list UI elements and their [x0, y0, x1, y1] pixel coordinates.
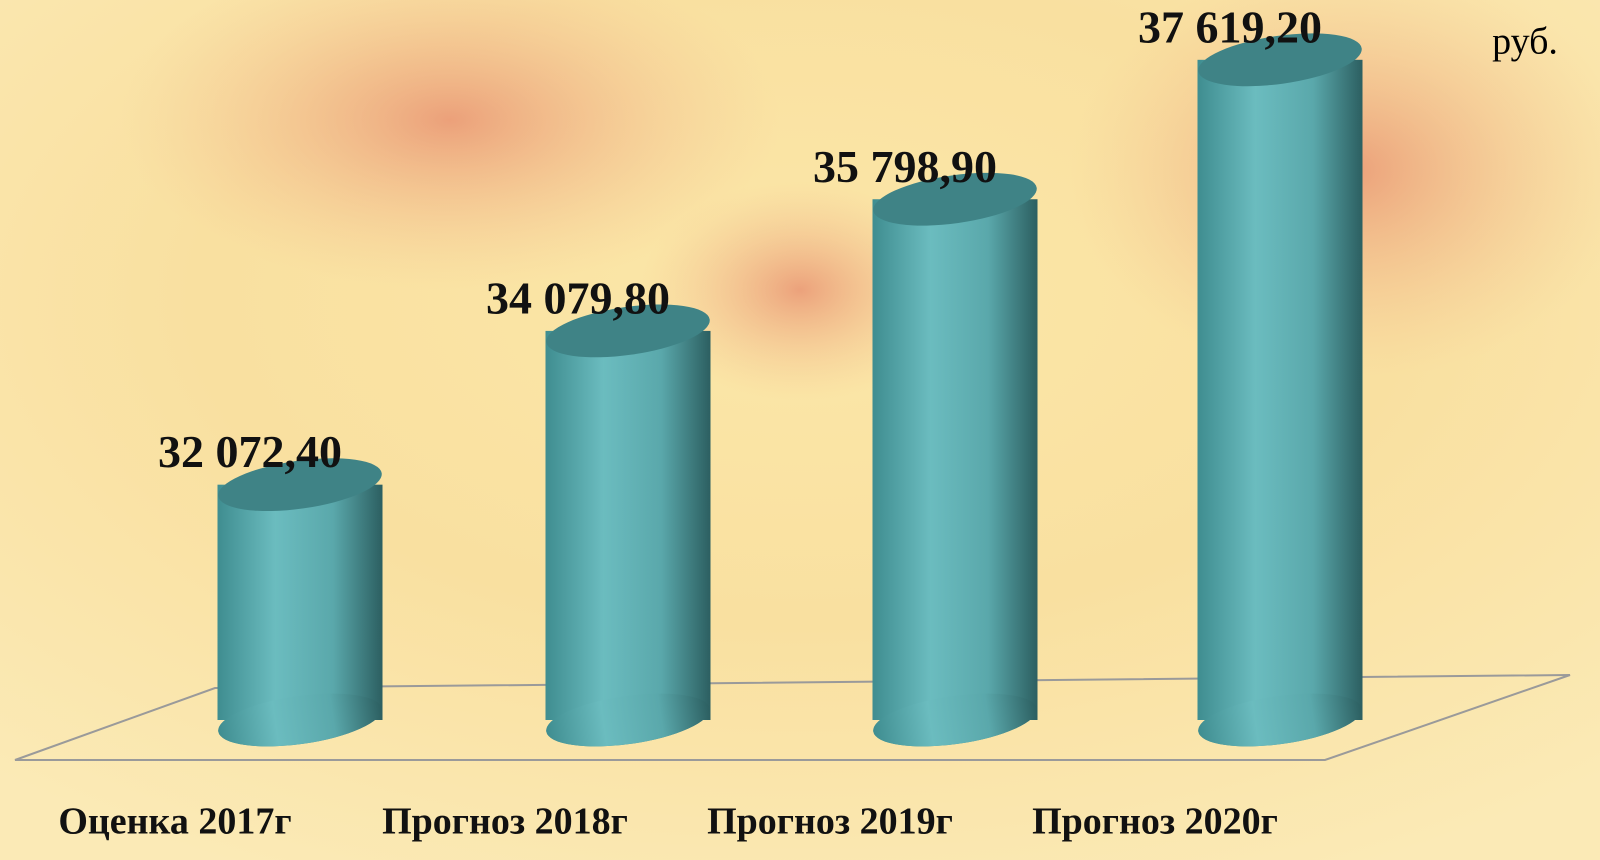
x-tick-label: Прогноз 2020г — [1032, 801, 1278, 843]
bar — [545, 330, 711, 720]
value-label: 35 798,90 — [813, 141, 997, 192]
bar-bottom-front — [218, 693, 382, 747]
bar-bottom-front — [546, 693, 710, 747]
x-tick-label: Прогноз 2019г — [707, 801, 953, 843]
x-tick-label: Прогноз 2018г — [382, 801, 628, 843]
bar-top — [1198, 33, 1362, 87]
bar — [872, 199, 1038, 721]
x-tick-label: Оценка 2017г — [58, 801, 291, 843]
bar-bottom-front — [1198, 693, 1362, 747]
bar-top — [873, 172, 1037, 226]
floor — [14, 674, 1571, 761]
value-label: 34 079,80 — [486, 272, 670, 323]
value-label: 32 072,40 — [158, 426, 342, 477]
unit-label: руб. — [1492, 21, 1558, 63]
value-label: 37 619,20 — [1138, 1, 1322, 52]
bar-top — [218, 458, 382, 512]
bar — [1197, 59, 1363, 720]
bar-top — [546, 304, 710, 358]
background-shape — [120, 0, 780, 290]
bar — [217, 484, 383, 720]
bar-bottom-front — [873, 693, 1037, 747]
